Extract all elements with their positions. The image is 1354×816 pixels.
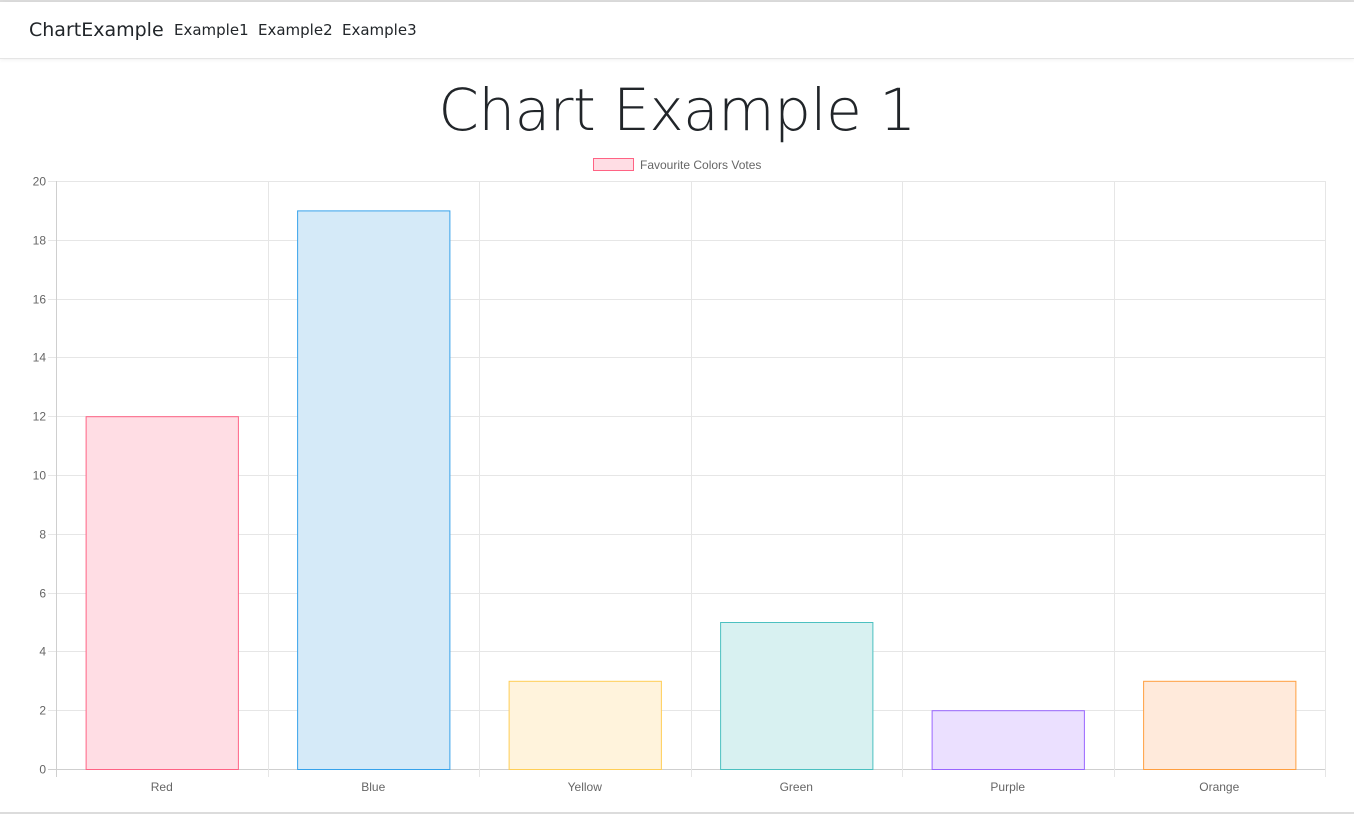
bar-chart: 0 2 4 6 8 10 12 14 16 18 20 Red Blue Yellow Green Purpl… xyxy=(33,158,1326,794)
navbar: ChartExample Example1 Example2 Example3 xyxy=(0,2,1354,59)
y-tick-label: 6 xyxy=(39,587,46,601)
x-tick-label: Yellow xyxy=(568,780,603,794)
y-tick-label: 14 xyxy=(33,351,47,365)
legend-swatch xyxy=(593,158,634,171)
y-tick-label: 18 xyxy=(33,234,47,248)
bar-blue xyxy=(297,210,451,770)
y-tick-label: 8 xyxy=(39,528,46,542)
bar-orange xyxy=(1143,680,1297,770)
x-tick-label: Purple xyxy=(990,780,1025,794)
x-tick-label: Orange xyxy=(1199,780,1239,794)
navbar-brand[interactable]: ChartExample xyxy=(29,19,164,41)
nav-link-example2[interactable]: Example2 xyxy=(258,21,333,39)
y-tick-label: 16 xyxy=(33,293,47,307)
y-tick-label: 10 xyxy=(33,469,47,483)
bar-red xyxy=(85,416,239,770)
x-tick-label: Green xyxy=(780,780,813,794)
y-tick-label: 4 xyxy=(39,645,46,659)
bar-yellow xyxy=(508,680,662,770)
legend-label: Favourite Colors Votes xyxy=(640,158,761,172)
nav-link-example1[interactable]: Example1 xyxy=(174,21,249,39)
bar-green xyxy=(720,622,874,770)
bottom-border xyxy=(0,812,1354,814)
y-tick-label: 20 xyxy=(33,175,47,189)
y-tick-label: 2 xyxy=(39,704,46,718)
bar-purple xyxy=(931,710,1085,771)
y-tick-label: 12 xyxy=(33,410,47,424)
nav-link-example3[interactable]: Example3 xyxy=(342,21,417,39)
x-tick-label: Blue xyxy=(361,780,385,794)
page-title: Chart Example 1 xyxy=(438,76,916,144)
top-border xyxy=(0,0,1354,2)
y-tick-label: 0 xyxy=(39,763,46,777)
x-tick-label: Red xyxy=(151,780,173,794)
